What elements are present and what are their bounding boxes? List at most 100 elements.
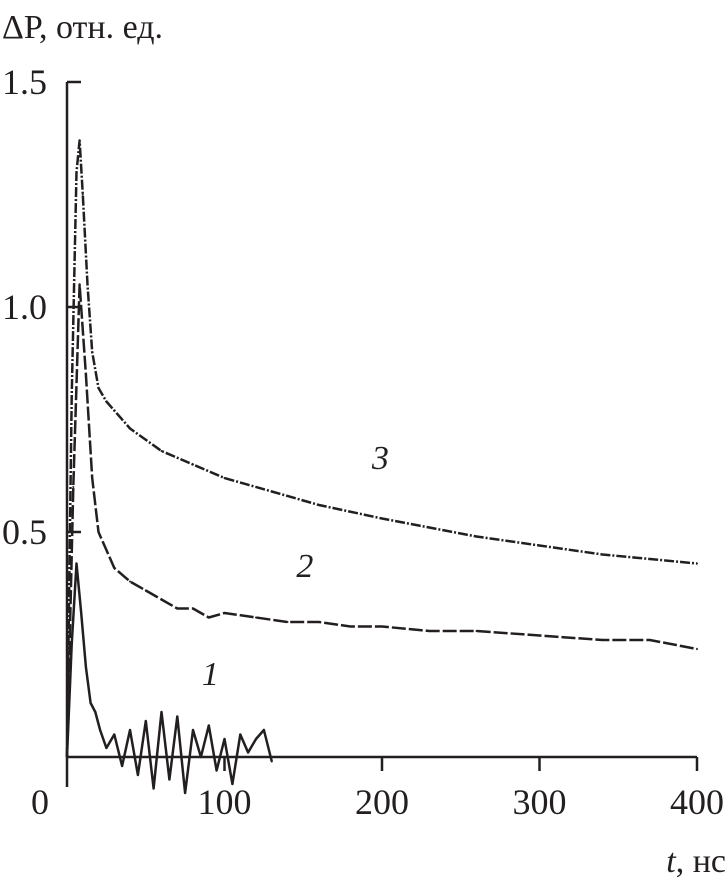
data-point — [121, 765, 124, 767]
data-point — [223, 477, 226, 479]
data-point — [168, 778, 171, 781]
data-point — [81, 193, 84, 196]
data-point — [199, 756, 202, 758]
data-point — [349, 625, 352, 628]
data-point — [75, 562, 78, 565]
data-point — [97, 387, 100, 389]
data-point — [270, 490, 273, 493]
x-axis-unit: , нс — [676, 843, 726, 880]
data-point — [129, 729, 131, 731]
data-point — [428, 630, 431, 632]
data-point — [247, 751, 250, 754]
x-tick-labels: 0 100 200 300 400 — [31, 782, 724, 822]
data-point — [648, 639, 651, 641]
axes — [65, 80, 699, 787]
data-point — [70, 396, 73, 398]
data-point — [255, 616, 257, 619]
data-point — [97, 531, 100, 533]
data-point — [215, 769, 218, 772]
data-point — [475, 630, 478, 632]
series-1: 1 — [65, 562, 274, 795]
data-point — [318, 621, 320, 623]
data-point — [381, 517, 383, 520]
data-point — [70, 643, 73, 646]
data-point — [89, 702, 92, 704]
y-tick-label: 0.5 — [2, 512, 47, 552]
x-tick-label: 0 — [31, 782, 49, 822]
series-group: 1 2 3 — [65, 139, 698, 795]
data-point — [80, 612, 83, 614]
series-3: 3 — [65, 139, 698, 758]
data-point — [105, 400, 108, 403]
data-point — [192, 607, 194, 610]
data-point — [75, 171, 78, 173]
data-point — [105, 747, 108, 749]
data-point — [538, 544, 541, 547]
data-point — [192, 463, 194, 466]
x-axis-var: t — [666, 843, 677, 880]
data-point — [538, 634, 541, 637]
x-tick-label: 400 — [670, 782, 724, 822]
data-point — [192, 729, 194, 731]
data-point — [91, 351, 94, 353]
data-point — [129, 427, 131, 430]
data-point — [66, 756, 68, 758]
data-point — [84, 666, 87, 668]
data-point — [113, 733, 116, 736]
data-point — [94, 711, 97, 713]
data-point — [152, 787, 155, 790]
series-2: 2 — [65, 283, 698, 758]
data-point — [648, 558, 651, 560]
x-tick-label: 300 — [513, 782, 567, 822]
x-tick-label: 100 — [198, 782, 252, 822]
data-point — [601, 553, 604, 556]
data-point — [601, 639, 604, 641]
data-point — [136, 774, 139, 776]
data-point — [72, 486, 75, 488]
data-point — [207, 724, 210, 727]
data-point — [105, 549, 108, 551]
data-point — [286, 621, 289, 623]
data-point — [184, 792, 187, 794]
y-axis-label: ΔP, отн. ед. — [2, 9, 163, 46]
x-tick-label: 200 — [355, 782, 409, 822]
data-point — [78, 139, 81, 142]
data-point — [696, 648, 698, 650]
data-point — [270, 760, 273, 763]
data-point — [84, 373, 87, 376]
data-point — [255, 738, 257, 740]
data-point — [231, 783, 234, 785]
data-point — [223, 612, 226, 614]
data-point — [99, 729, 102, 731]
data-point — [239, 733, 242, 736]
data-point — [113, 567, 116, 569]
y-tick-label: 1.5 — [2, 62, 47, 102]
data-point — [113, 409, 116, 412]
data-point — [129, 580, 131, 583]
data-point — [160, 711, 163, 713]
series-line-1 — [65, 562, 274, 795]
data-point — [318, 504, 320, 506]
data-point — [475, 535, 478, 538]
x-axis-label: t, нс — [666, 843, 726, 880]
curve-label-1: 1 — [202, 656, 219, 693]
data-point — [428, 526, 431, 529]
y-tick-label: 1.0 — [2, 287, 47, 327]
data-point — [144, 589, 147, 592]
data-point — [144, 720, 147, 722]
series-line-3 — [65, 139, 698, 758]
series-line-2 — [65, 283, 698, 758]
curve-label-3: 3 — [371, 440, 389, 477]
data-point — [78, 283, 81, 286]
data-point — [207, 616, 210, 619]
data-point — [696, 562, 698, 565]
data-point — [262, 729, 265, 731]
data-point — [223, 738, 226, 740]
data-point — [91, 477, 94, 479]
curve-label-2: 2 — [296, 548, 313, 585]
data-point — [86, 283, 89, 286]
y-tick-labels: 0.5 1.0 1.5 — [2, 62, 47, 552]
data-point — [381, 625, 383, 628]
data-point — [176, 607, 179, 610]
